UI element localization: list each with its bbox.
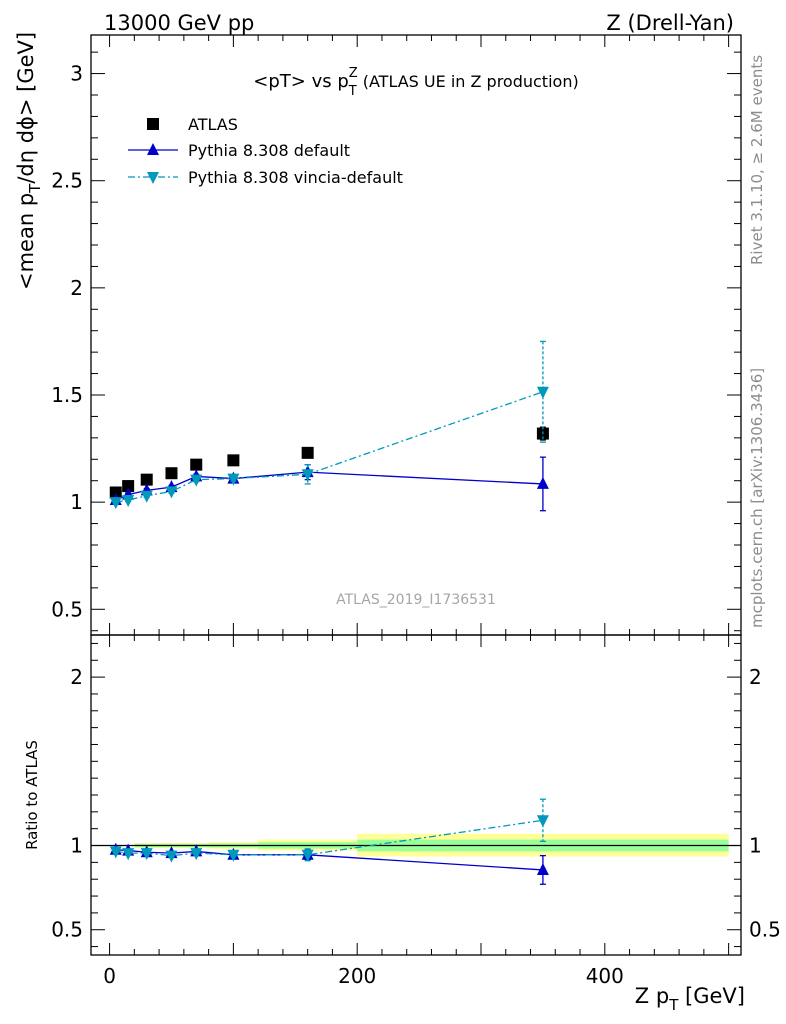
legend-label: Pythia 8.308 vincia-default: [188, 168, 403, 187]
x-tick-label: 200: [338, 964, 376, 988]
legend: ATLAS Pythia 8.308 default Pythia 8.308 vi…: [128, 115, 403, 187]
y-tick-label: 1: [70, 490, 83, 514]
data-point: [301, 469, 314, 482]
y-tick-label: 1: [70, 834, 83, 858]
data-point: [301, 446, 314, 459]
legend-marker: [147, 118, 159, 130]
analysis-watermark: ATLAS_2019_I1736531: [336, 592, 496, 608]
header-right: Z (Drell-Yan): [606, 11, 734, 35]
data-point: [165, 467, 178, 480]
ratio-plot-panel: 0 200 400 0.5 0.5 1 1 2 2: [51, 634, 781, 988]
y-tick-label: 2.5: [51, 169, 83, 193]
x-axis-label: Z pT [GeV]: [635, 984, 745, 1014]
main-ylabel: <mean pT/dη dϕ> [GeV]: [14, 32, 44, 290]
data-point: [536, 815, 549, 828]
y-tick-label-right: 2: [749, 665, 762, 689]
data-point: [227, 473, 240, 486]
data-point: [227, 454, 240, 467]
legend-marker: [147, 143, 159, 155]
data-point: [190, 474, 203, 487]
data-point: [536, 862, 549, 875]
data-point: [165, 850, 178, 863]
y-tick-label: 0.5: [51, 918, 83, 942]
legend-label: ATLAS: [188, 115, 238, 134]
mcplots-label: mcplots.cern.ch [arXiv:1306.3436]: [748, 368, 766, 628]
ratio-ylabel: Ratio to ATLAS: [23, 740, 41, 850]
series-line: [115, 471, 543, 501]
x-tick-label: 400: [586, 964, 624, 988]
data-point: [536, 476, 549, 489]
data-point: [109, 846, 122, 859]
data-point: [122, 480, 135, 493]
y-tick-label: 0.5: [51, 597, 83, 621]
series-line: [115, 391, 544, 503]
data-point: [190, 848, 203, 861]
data-point: [109, 497, 122, 510]
data-point: [140, 848, 153, 861]
data-point: [190, 458, 203, 471]
panel-frame: [90, 634, 742, 956]
data-point: [140, 473, 153, 486]
rivet-label: Rivet 3.1.10, ≥ 2.6M events: [748, 55, 766, 265]
data-point: [227, 849, 240, 862]
legend-label: Pythia 8.308 default: [188, 141, 350, 160]
x-tick-label: 0: [103, 964, 116, 988]
legend-marker: [147, 172, 159, 184]
data-point: [109, 486, 122, 499]
data-point: [122, 495, 135, 507]
y-tick-label: 1.5: [51, 383, 83, 407]
data-point: [536, 386, 549, 399]
y-tick-label: 3: [70, 62, 83, 86]
data-point: [140, 490, 153, 503]
main-title: <pT> vs pTZ (ATLAS UE in Z production): [253, 66, 578, 99]
y-tick-label-right: 1: [749, 834, 762, 858]
header-left: 13000 GeV pp: [104, 11, 254, 35]
data-point: [301, 849, 314, 862]
data-point: [165, 486, 178, 499]
y-tick-label: 2: [70, 665, 83, 689]
y-tick-label-right: 0.5: [749, 918, 781, 942]
data-point: [122, 848, 135, 861]
y-tick-label: 2: [70, 276, 83, 300]
